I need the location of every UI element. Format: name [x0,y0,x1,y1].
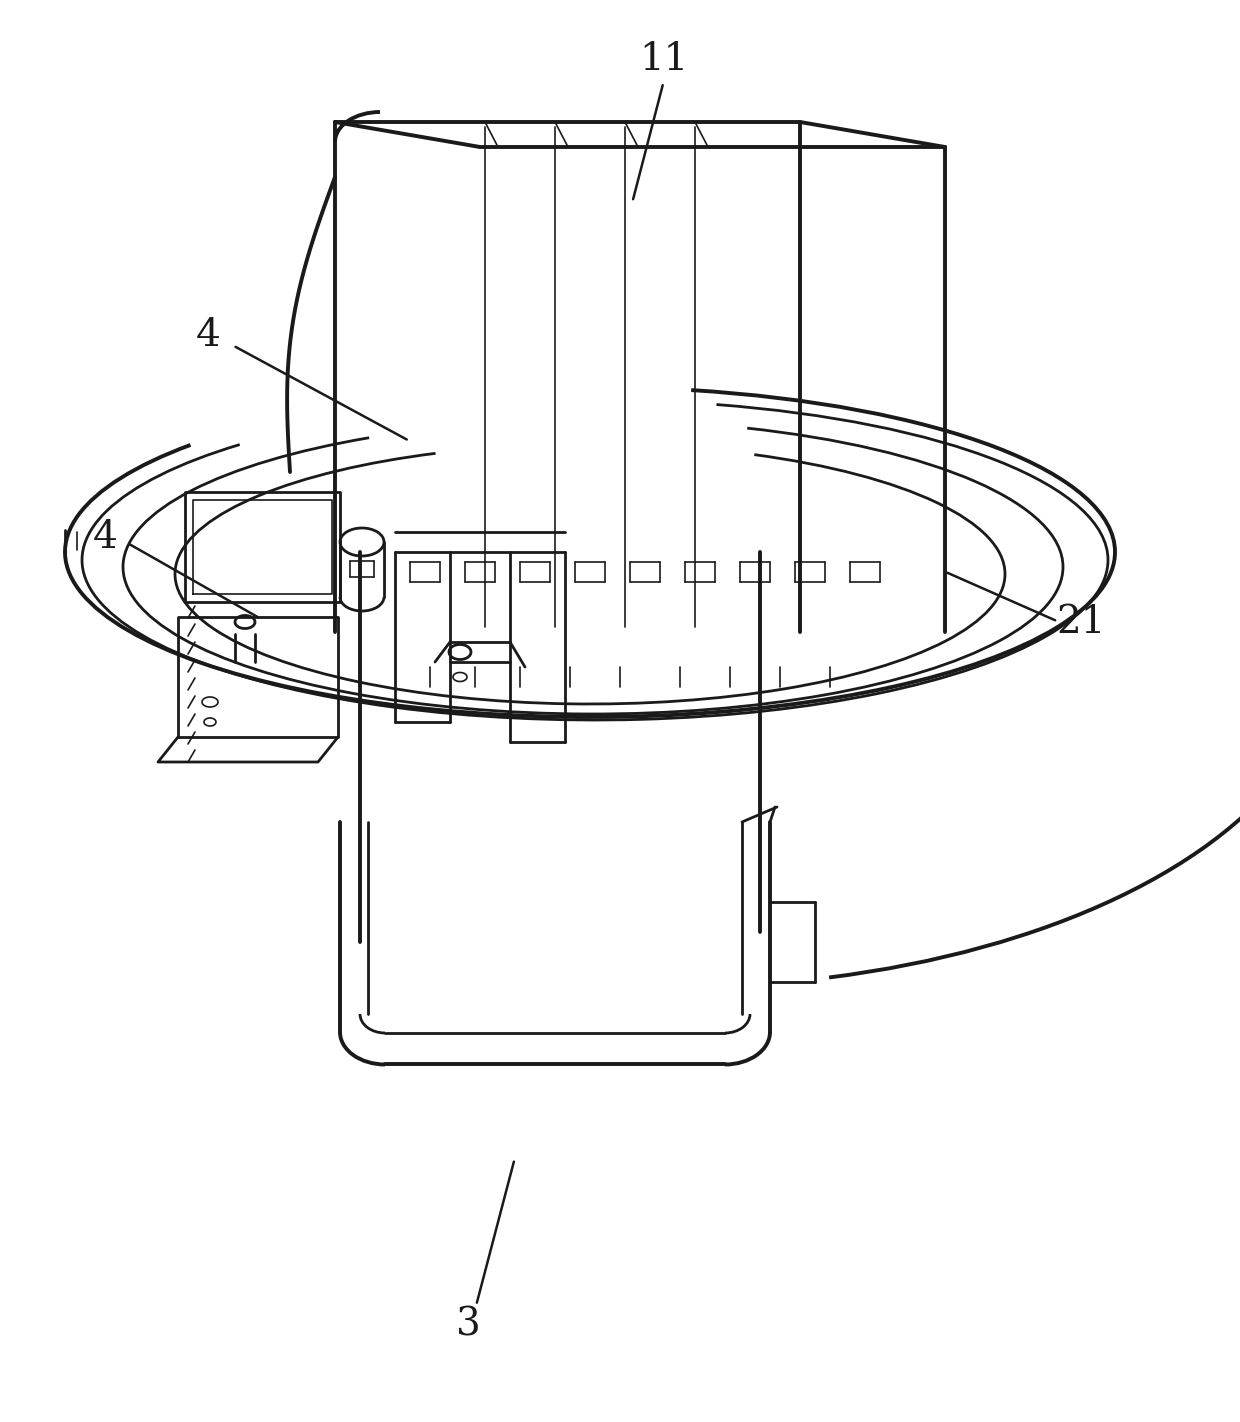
Text: 4: 4 [196,317,221,354]
Text: 3: 3 [456,1307,481,1344]
Text: 11: 11 [639,41,688,78]
Text: 21: 21 [1056,604,1106,641]
Text: 4: 4 [93,519,118,556]
